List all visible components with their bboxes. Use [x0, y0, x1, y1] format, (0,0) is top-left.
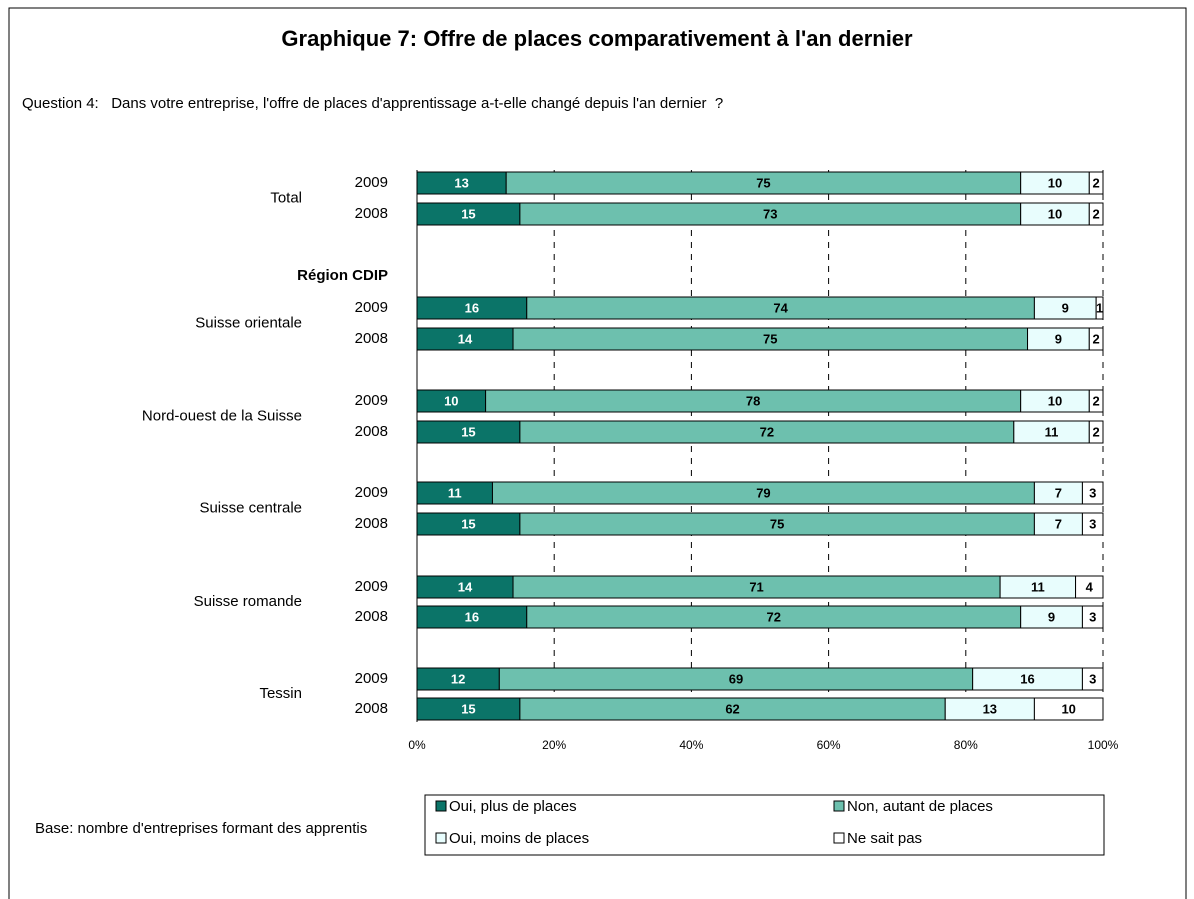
footnote: Base: nombre d'entreprises formant des a…	[35, 820, 367, 837]
data-label: 75	[756, 175, 770, 190]
data-label: 11	[448, 485, 462, 500]
x-tick-label: 80%	[954, 738, 978, 752]
data-label: 2	[1093, 331, 1100, 346]
data-label: 69	[729, 671, 743, 686]
group-label: Nord-ouest de la Suisse	[142, 407, 302, 424]
data-label: 73	[763, 206, 777, 221]
data-label: 2	[1093, 206, 1100, 221]
y-tick-label: 2008	[355, 700, 388, 717]
group-label: Suisse centrale	[199, 499, 302, 516]
y-tick-label: 2008	[355, 205, 388, 222]
data-label: 12	[451, 671, 465, 686]
frame	[8, 7, 1187, 899]
y-tick-label: 2008	[355, 423, 388, 440]
data-label: 72	[766, 609, 780, 624]
data-label: 62	[725, 701, 739, 716]
y-tick-label: 2009	[355, 392, 388, 409]
data-label: 10	[1048, 393, 1062, 408]
x-tick-label: 60%	[817, 738, 841, 752]
data-label: 15	[461, 701, 475, 716]
data-label: 2	[1093, 175, 1100, 190]
chart-title: Graphique 7: Offre de places comparative…	[281, 26, 913, 51]
section-label: Région CDIP	[297, 267, 388, 284]
data-label: 14	[458, 331, 473, 346]
data-label: 78	[746, 393, 760, 408]
data-label: 79	[756, 485, 770, 500]
data-label: 1	[1096, 300, 1103, 315]
data-label: 13	[983, 701, 997, 716]
group-label: Suisse romande	[194, 593, 302, 610]
data-label: 75	[770, 516, 784, 531]
data-label: 71	[749, 579, 763, 594]
bar-segment	[1033, 697, 1104, 721]
x-tick-label: 100%	[1088, 738, 1119, 752]
y-tick-label: 2009	[355, 484, 388, 501]
data-label: 72	[760, 424, 774, 439]
y-tick-label: 2009	[355, 299, 388, 316]
data-label: 15	[461, 424, 475, 439]
data-label: 16	[465, 609, 479, 624]
bar-segment	[1081, 481, 1104, 505]
legend-swatch	[435, 832, 447, 844]
bar-segment	[1081, 512, 1104, 536]
data-label: 3	[1089, 671, 1096, 686]
subtitle: Question 4: Dans votre entreprise, l'off…	[22, 95, 723, 112]
data-label: 16	[465, 300, 479, 315]
legend-swatch	[833, 800, 845, 812]
data-label: 9	[1048, 609, 1055, 624]
data-label: 10	[444, 393, 458, 408]
data-label: 75	[763, 331, 777, 346]
bar-segment	[1075, 575, 1104, 599]
data-label: 15	[461, 516, 475, 531]
bar-segment	[1088, 202, 1104, 226]
data-label: 13	[454, 175, 468, 190]
y-tick-label: 2008	[355, 515, 388, 532]
data-label: 10	[1048, 206, 1062, 221]
data-label: 9	[1062, 300, 1069, 315]
data-label: 3	[1089, 609, 1096, 624]
bar-segment	[1088, 327, 1104, 351]
bar-segment	[1088, 420, 1104, 444]
data-label: 3	[1089, 485, 1096, 500]
legend-label: Oui, plus de places	[449, 798, 577, 815]
legend-swatch	[833, 832, 845, 844]
y-tick-label: 2009	[355, 578, 388, 595]
legend-swatch	[435, 800, 447, 812]
data-label: 11	[1045, 424, 1059, 439]
bar-segment	[1081, 667, 1104, 691]
y-tick-label: 2008	[355, 330, 388, 347]
legend-box	[424, 794, 1105, 856]
y-tick-label: 2009	[355, 670, 388, 687]
data-label: 7	[1055, 485, 1062, 500]
data-label: 7	[1055, 516, 1062, 531]
legend-label: Oui, moins de places	[449, 830, 589, 847]
data-label: 2	[1093, 393, 1100, 408]
data-label: 2	[1093, 424, 1100, 439]
bar-segment	[1088, 389, 1104, 413]
data-label: 10	[1048, 175, 1062, 190]
x-tick-label: 40%	[679, 738, 703, 752]
group-label: Suisse orientale	[195, 314, 302, 331]
bar-segment	[1088, 171, 1104, 195]
bar-segment	[1081, 605, 1104, 629]
data-label: 10	[1061, 701, 1075, 716]
bar-segment	[1095, 296, 1104, 320]
x-tick-label: 20%	[542, 738, 566, 752]
data-label: 11	[1031, 579, 1045, 594]
data-label: 4	[1086, 579, 1094, 594]
group-label: Total	[270, 189, 302, 206]
y-tick-label: 2009	[355, 174, 388, 191]
data-label: 3	[1089, 516, 1096, 531]
x-tick-label: 0%	[408, 738, 426, 752]
data-label: 15	[461, 206, 475, 221]
legend-label: Ne sait pas	[847, 830, 922, 847]
data-label: 14	[458, 579, 473, 594]
data-label: 9	[1055, 331, 1062, 346]
legend-label: Non, autant de places	[847, 798, 993, 815]
y-tick-label: 2008	[355, 608, 388, 625]
data-label: 16	[1020, 671, 1034, 686]
data-label: 74	[773, 300, 788, 315]
group-label: Tessin	[259, 685, 302, 702]
